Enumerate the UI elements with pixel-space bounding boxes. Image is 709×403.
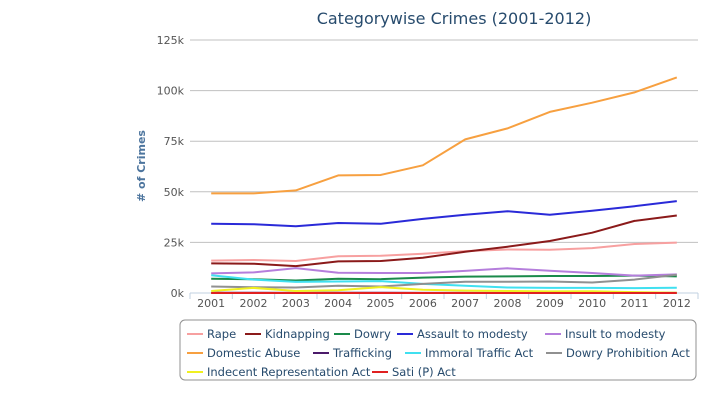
series-line[interactable] [211, 214, 677, 268]
legend-item[interactable]: Indecent Representation Act [187, 365, 371, 379]
series-line[interactable] [211, 267, 677, 277]
legend-label: Dowry [354, 327, 391, 341]
series-line[interactable] [211, 241, 677, 262]
y-tick-label: 100k [157, 85, 185, 98]
series-line[interactable] [211, 274, 677, 290]
x-axis-ticks: 2001 2002 2003 2004 2005 2006 2007 2008 2009 2010… [189, 293, 699, 310]
legend-label: Domestic Abuse [207, 346, 300, 360]
x-tick-label: 2002 [240, 297, 268, 310]
legend-label: Rape [207, 327, 236, 341]
y-tick-label: 0k [171, 287, 185, 300]
y-tick-label: 125k [157, 34, 185, 47]
chart-title: Categorywise Crimes (2001-2012) [317, 9, 592, 28]
legend-item[interactable]: Dowry Prohibition Act [546, 346, 690, 360]
y-axis-ticks: 0k 25k 50k 75k 100k 125k [157, 34, 185, 300]
legend-label: Sati (P) Act [392, 365, 456, 379]
series-line[interactable] [211, 273, 677, 289]
series-line[interactable] [211, 286, 677, 294]
legend-label: Dowry Prohibition Act [566, 346, 690, 360]
legend-label: Insult to modesty [565, 327, 666, 341]
y-tick-label: 50k [164, 186, 185, 199]
legend-label: Kidnapping [265, 327, 330, 341]
legend-item[interactable]: Insult to modesty [545, 327, 666, 341]
legend-box [179, 319, 697, 381]
legend-item[interactable]: Kidnapping [245, 327, 330, 341]
legend-label: Trafficking [332, 346, 392, 360]
series-line[interactable] [211, 274, 677, 282]
x-tick-label: 2003 [282, 297, 310, 310]
x-tick-label: 2004 [324, 297, 352, 310]
legend-label: Assault to modesty [417, 327, 528, 341]
legend-item[interactable]: Trafficking [313, 346, 392, 360]
x-tick-label: 2006 [409, 297, 437, 310]
legend-item[interactable]: Dowry [334, 327, 391, 341]
series-line[interactable] [211, 200, 677, 228]
x-tick-label: 2001 [197, 297, 225, 310]
legend-item[interactable]: Assault to modesty [397, 327, 528, 341]
y-tick-label: 75k [164, 135, 185, 148]
legend-item[interactable]: Sati (P) Act [372, 365, 456, 379]
series-lines [211, 76, 678, 294]
y-axis-label: # of Crimes [135, 130, 148, 202]
x-tick-label: 2008 [494, 297, 522, 310]
legend-label: Indecent Representation Act [207, 365, 371, 379]
legend-label: Immoral Traffic Act [425, 346, 534, 360]
x-tick-label: 2009 [536, 297, 564, 310]
legend: Rape Kidnapping Dowry Assault to modesty Ins… [179, 319, 697, 381]
x-tick-label: 2005 [367, 297, 395, 310]
x-tick-label: 2012 [663, 297, 691, 310]
legend-item[interactable]: Immoral Traffic Act [405, 346, 534, 360]
x-tick-label: 2007 [451, 297, 479, 310]
x-tick-label: 2010 [578, 297, 606, 310]
y-tick-label: 25k [164, 236, 185, 249]
legend-item[interactable]: Domestic Abuse [187, 346, 300, 360]
series-line[interactable] [211, 76, 678, 195]
legend-item[interactable]: Rape [187, 327, 236, 341]
x-tick-label: 2011 [621, 297, 649, 310]
